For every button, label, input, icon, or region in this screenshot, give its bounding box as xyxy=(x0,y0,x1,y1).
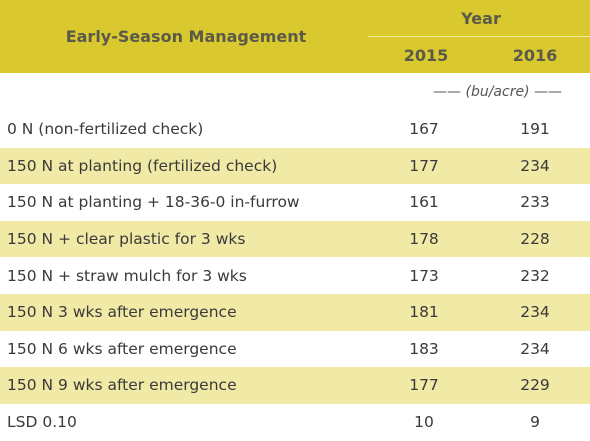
cell-2015: 173 xyxy=(409,266,439,285)
cell-2016: 232 xyxy=(520,266,550,285)
table-row: 150 N 9 wks after emergence 177 229 xyxy=(0,367,590,404)
table-row: 150 N 3 wks after emergence 181 234 xyxy=(0,293,590,331)
row-label: 150 N + straw mulch for 3 wks xyxy=(7,266,247,285)
row-label: 150 N at planting + 18-36-0 in-furrow xyxy=(7,193,300,212)
row-label: 150 N 6 wks after emergence xyxy=(7,339,237,358)
cell-2016: 234 xyxy=(520,156,550,175)
cell-2015: 177 xyxy=(409,376,439,395)
column-group-year: Year xyxy=(461,8,501,28)
row-label: LSD 0.10 xyxy=(7,413,77,432)
cell-2015: 161 xyxy=(409,193,439,212)
cell-2016: 9 xyxy=(530,413,540,432)
row-label: 150 N 3 wks after emergence xyxy=(7,303,237,322)
units-label: —— (bu/acre) —— xyxy=(433,84,562,100)
table-row: 150 N at planting (fertilized check) 177… xyxy=(0,147,590,185)
column-header-2015: 2015 xyxy=(403,45,449,65)
cell-2016: 228 xyxy=(520,230,550,249)
table-row: LSD 0.10 10 9 xyxy=(0,403,590,441)
cell-2015: 167 xyxy=(409,120,439,139)
cell-2016: 191 xyxy=(520,120,550,139)
table-body: 0 N (non-fertilized check) 167 191 150 N… xyxy=(0,111,590,441)
table-row: 150 N + straw mulch for 3 wks 173 232 xyxy=(0,257,590,294)
cell-2016: 234 xyxy=(520,303,550,322)
table-row: 0 N (non-fertilized check) 167 191 xyxy=(0,111,590,148)
table-row: 150 N 6 wks after emergence 183 234 xyxy=(0,330,590,368)
column-header-management: Early-Season Management xyxy=(65,27,307,46)
cell-2015: 181 xyxy=(409,303,439,322)
cell-2015: 183 xyxy=(409,339,439,358)
row-label: 150 N 9 wks after emergence xyxy=(7,376,237,395)
cell-2016: 234 xyxy=(520,339,550,358)
row-label: 0 N (non-fertilized check) xyxy=(7,120,204,139)
units-row: —— (bu/acre) —— xyxy=(0,73,590,111)
cell-2015: 178 xyxy=(409,230,439,249)
row-label: 150 N + clear plastic for 3 wks xyxy=(7,230,246,249)
year-divider xyxy=(368,36,590,37)
cell-2015: 177 xyxy=(409,156,439,175)
cell-2015: 10 xyxy=(414,413,434,432)
row-label: 150 N at planting (fertilized check) xyxy=(7,156,278,175)
table-row: 150 N at planting + 18-36-0 in-furrow 16… xyxy=(0,184,590,221)
cell-2016: 233 xyxy=(520,193,550,212)
table-row: 150 N + clear plastic for 3 wks 178 228 xyxy=(0,220,590,258)
column-header-2016: 2016 xyxy=(512,45,558,65)
table-header: Early-Season Management Year 2015 2016 xyxy=(0,0,590,73)
cell-2016: 229 xyxy=(520,376,550,395)
